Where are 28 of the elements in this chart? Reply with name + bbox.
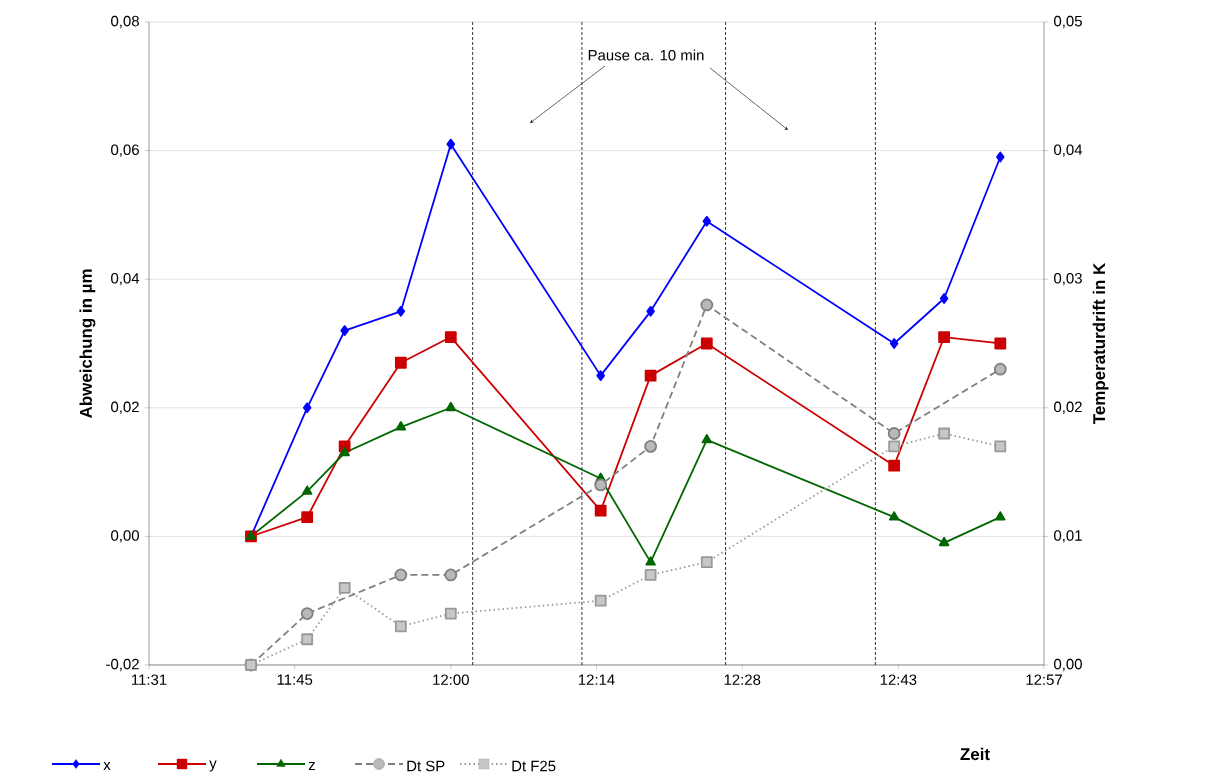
x-axis-title: Zeit (960, 747, 990, 761)
legend-label: Dt F25 (512, 760, 556, 772)
x-tick-label: 12:28 (724, 674, 761, 685)
y2-tick-label: 0,04 (1054, 144, 1083, 157)
x-tick-label: 12:00 (433, 674, 469, 685)
y-tick-label: 0,04 (111, 273, 140, 286)
y-tick-label: -0,02 (106, 658, 139, 672)
y2-axis-title: Temperaturdrift in K (1092, 262, 1109, 425)
x-tick-label: 12:43 (880, 674, 917, 685)
x-tick-label: 12:14 (578, 674, 615, 685)
x-tick-label: 12:57 (1026, 674, 1062, 685)
y2-tick-label: 0,03 (1054, 273, 1082, 286)
x-tick-label: 11:31 (132, 674, 167, 685)
legend-label: Dt SP (407, 760, 445, 772)
legend-label: y (209, 760, 217, 772)
annotation: Pause ca. 10 min (588, 49, 704, 61)
legend-label: z (308, 762, 315, 770)
y-tick-label: 0,08 (111, 15, 139, 29)
y2-tick-label: 0,05 (1054, 15, 1082, 29)
legend-label: x (103, 762, 111, 770)
y-tick-label: 0,02 (111, 401, 139, 414)
y2-tick-label: 0,01 (1054, 530, 1082, 543)
y2-tick-label: 0,02 (1054, 401, 1082, 414)
y2-tick-label: 0,00 (1054, 658, 1082, 672)
y-tick-label: 0,00 (111, 530, 139, 543)
y-tick-label: 0,06 (111, 144, 139, 157)
x-tick-label: 11:45 (277, 674, 313, 685)
y-axis-title: Abweichung in µm (79, 269, 96, 419)
